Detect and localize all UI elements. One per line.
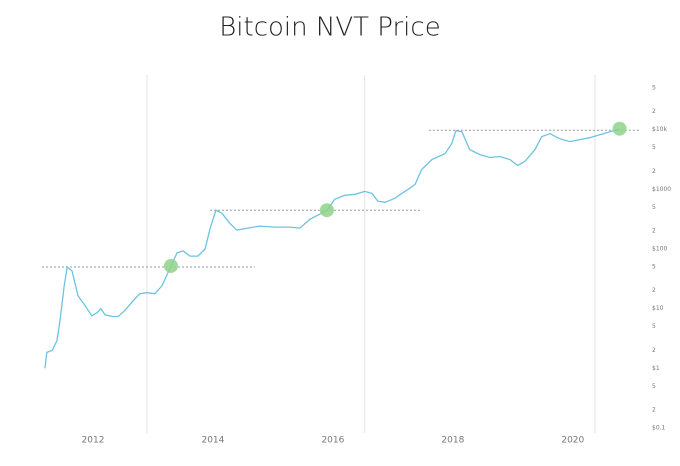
breakout-marker <box>163 258 178 273</box>
y-tick-label: 2 <box>652 108 656 115</box>
y-tick-label: 5 <box>652 383 656 390</box>
y-tick-label: 2 <box>652 168 656 175</box>
nvt-price-line <box>44 128 620 369</box>
y-tick-label: $100 <box>652 246 667 253</box>
breakout-marker <box>612 121 627 136</box>
y-tick-label: 2 <box>652 228 656 235</box>
y-tick-label: $0.1 <box>652 425 666 432</box>
chart-title: Bitcoin NVT Price <box>219 13 440 43</box>
y-tick-label: $1 <box>652 365 660 372</box>
y-tick-label: 5 <box>652 263 656 270</box>
x-tick-label: 2014 <box>201 436 224 446</box>
y-tick-label: $10 <box>652 305 664 312</box>
y-tick-label: 2 <box>652 287 656 294</box>
x-tick-label: 2012 <box>82 436 105 446</box>
y-tick-label: 5 <box>652 144 656 151</box>
y-tick-label: 2 <box>652 347 656 354</box>
x-tick-label: 2016 <box>321 436 344 446</box>
x-tick-label: 2020 <box>561 436 584 446</box>
y-tick-label: 5 <box>652 204 656 211</box>
breakout-marker <box>319 203 334 218</box>
y-tick-label: $10k <box>652 126 667 133</box>
x-tick-label: 2018 <box>441 436 464 446</box>
y-tick-label: 5 <box>652 85 656 92</box>
y-tick-label: 2 <box>652 407 656 414</box>
y-tick-label: $1000 <box>652 186 671 193</box>
y-tick-label: 5 <box>652 323 656 330</box>
